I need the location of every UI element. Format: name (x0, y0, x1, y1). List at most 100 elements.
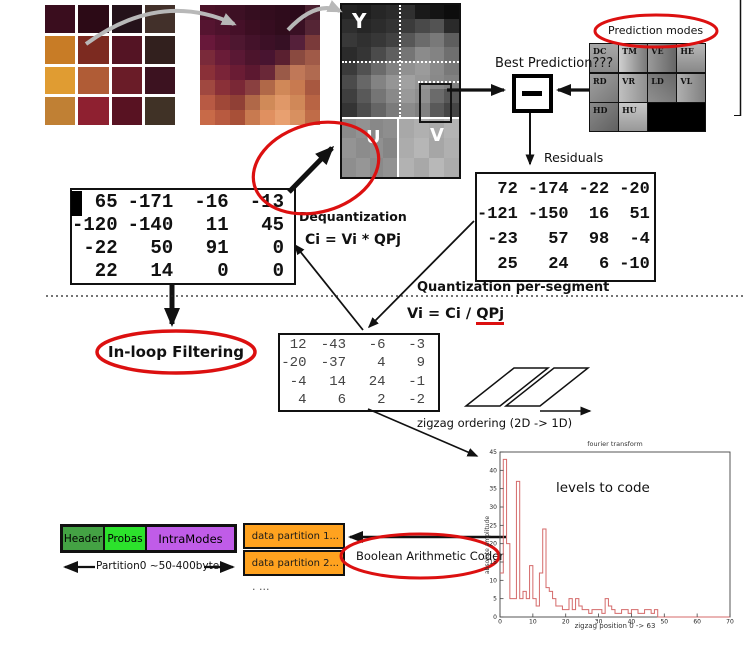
mosaic-cell (400, 33, 416, 47)
partition0-size-label: Partition0 ~50-400bytes (96, 560, 225, 572)
matrix-cell: 98 (588, 230, 610, 249)
mosaic-cell (415, 47, 430, 61)
mosaic-cell (342, 61, 357, 75)
x-tick-label: 40 (628, 619, 636, 626)
x-tick-label: 30 (595, 619, 603, 626)
mosaic-cell (305, 65, 320, 80)
y-tick-label: 20 (489, 541, 497, 548)
matrix-cell: -16 (194, 191, 229, 213)
minus-icon (522, 91, 542, 96)
mosaic-cell (342, 33, 357, 47)
mosaic-cell (429, 119, 444, 139)
y-tick-label: 30 (489, 504, 497, 511)
mosaic-cell (429, 47, 445, 61)
chart-ylabel: absolute amplitude (484, 516, 491, 574)
arrow-quantized-to-dequantized (294, 243, 364, 331)
mosaic-cell (45, 97, 76, 125)
mosaic-cell (444, 157, 459, 177)
mosaic-cell (444, 61, 459, 75)
matrix-cell: -20 (619, 180, 650, 199)
x-tick-label: 70 (726, 619, 734, 626)
mosaic-cell (385, 5, 401, 19)
mosaic-cell (342, 89, 357, 103)
mosaic-cell (342, 47, 357, 61)
prediction-mode-label: VE (651, 46, 664, 56)
mosaic-cell (400, 5, 416, 19)
mosaic-cell (385, 61, 401, 75)
mosaic-cell (414, 138, 429, 158)
mosaic-cell (275, 5, 290, 20)
mosaic-cell (305, 35, 320, 50)
mosaic-cell (275, 110, 290, 125)
prediction-mode-label: VL (680, 75, 693, 86)
prediction-mode-empty (648, 103, 705, 131)
mosaic-cell (290, 5, 305, 20)
mosaic-cell (356, 103, 372, 117)
macroblock-pixelated-image (200, 5, 320, 125)
mosaic-cell (275, 65, 290, 80)
matrix-cell: 0 (272, 237, 284, 259)
mosaic-cell (78, 97, 109, 125)
matrix-cell: -2 (408, 391, 425, 408)
chart-title: fourier transform (587, 440, 642, 448)
mosaic-cell (429, 157, 444, 177)
matrix-cell: -4 (629, 230, 650, 249)
mosaic-cell (385, 103, 401, 117)
mosaic-cell (275, 95, 290, 110)
mosaic-cell (200, 110, 215, 125)
mosaic-cell (245, 50, 260, 65)
prediction-modes-grid: DC TM VE HE RD VR LD VL HD HU (589, 43, 706, 132)
matrix-cell: -150 (527, 205, 569, 224)
mosaic-cell (444, 47, 459, 61)
matrix-cell: 4 (377, 355, 386, 372)
mosaic-cell (383, 157, 397, 177)
mosaic-cell (290, 35, 305, 50)
matrix-cell: -37 (320, 355, 346, 372)
mosaic-cell (290, 65, 305, 80)
quantization-formula: Vi = Ci / QPj (407, 306, 505, 325)
mosaic-cell (415, 61, 430, 75)
prediction-mode-label: HE (680, 46, 695, 56)
mosaic-cell (78, 35, 109, 64)
mosaic-cell (444, 19, 459, 33)
mosaic-cell (305, 110, 320, 125)
mosaic-cell (414, 119, 429, 139)
matrix-cell: 45 (261, 214, 284, 236)
zigzag-scan-icon (463, 367, 592, 416)
chart-xlabel: zigzag position 0 -> 63 (575, 622, 656, 630)
mosaic-cell (371, 75, 386, 89)
mosaic-cell (342, 157, 356, 177)
qpj-highlight: QPj (476, 306, 505, 325)
mosaic-cell (342, 5, 357, 19)
matrix-cell: 22 (94, 260, 118, 282)
mosaic-cell (260, 110, 275, 125)
matrix-cell: -4 (289, 373, 307, 390)
mosaic-cell (400, 75, 416, 89)
mosaic-cell (305, 95, 320, 110)
arrow-dequantized-to-yuv (287, 145, 335, 194)
mosaic-cell (245, 80, 260, 95)
y-tick-label: 10 (489, 577, 497, 584)
mosaic-cell (429, 61, 445, 75)
x-tick-label: 50 (660, 619, 668, 626)
prediction-mode-tm: TM (619, 44, 647, 72)
subblock-dotted-line (418, 81, 459, 83)
mosaic-cell (260, 65, 275, 80)
matrix-cell: -22 (578, 180, 610, 199)
mosaic-cell (305, 20, 320, 35)
matrix-cell: 11 (205, 214, 229, 236)
mosaic-cell (356, 75, 372, 89)
mosaic-cell (215, 50, 230, 65)
mosaic-cell (230, 50, 245, 65)
matrix-cell: -3 (408, 337, 425, 354)
dequantization-formula: Ci = Vi * QPj (305, 232, 401, 248)
mosaic-cell (415, 103, 430, 117)
mosaic-cell (260, 35, 275, 50)
mosaic-cell (215, 95, 230, 110)
mosaic-cell (371, 103, 386, 117)
mosaic-cell (342, 138, 356, 158)
mosaic-cell (245, 95, 260, 110)
matrix-cell: 4 (298, 391, 307, 408)
x-tick-label: 10 (529, 619, 537, 626)
matrix-cell: -171 (127, 191, 174, 213)
